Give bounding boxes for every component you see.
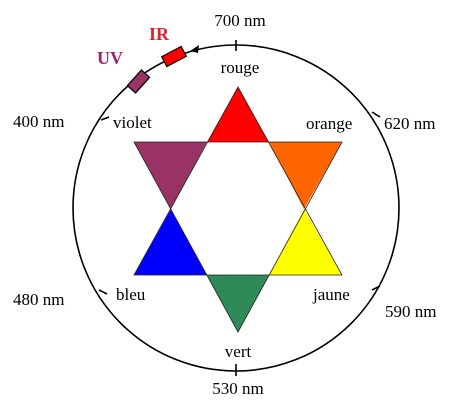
color-label-rouge: rouge bbox=[221, 58, 260, 77]
direction-arrow-icon bbox=[190, 45, 199, 53]
tick-590nm bbox=[371, 285, 381, 291]
wavelength-620nm: 620 nm bbox=[384, 114, 435, 133]
star-outline-up bbox=[133, 86, 343, 276]
infrared-label: IR bbox=[149, 24, 170, 44]
tick-480nm bbox=[98, 289, 108, 295]
color-label-jaune: jaune bbox=[312, 285, 350, 304]
infrared-band bbox=[160, 45, 188, 68]
ultraviolet-label: UV bbox=[97, 48, 123, 68]
wavelength-530nm: 530 nm bbox=[212, 379, 263, 398]
tick-400nm bbox=[100, 116, 110, 121]
color-label-bleu: bleu bbox=[116, 285, 146, 304]
green-triangle bbox=[207, 275, 269, 332]
color-label-vert: vert bbox=[225, 342, 252, 361]
wavelength-400nm: 400 nm bbox=[13, 112, 64, 131]
color-label-orange: orange bbox=[306, 114, 352, 133]
circle-ticks bbox=[98, 40, 381, 376]
star-outline-down bbox=[133, 141, 343, 333]
blue-triangle bbox=[134, 209, 207, 275]
yellow-triangle bbox=[269, 209, 342, 275]
wavelength-480nm: 480 nm bbox=[13, 290, 64, 309]
red-triangle bbox=[207, 87, 269, 142]
wavelength-590nm: 590 nm bbox=[385, 302, 436, 321]
wavelength-700nm: 700 nm bbox=[214, 11, 265, 30]
violet-triangle bbox=[134, 142, 207, 209]
ultraviolet-band bbox=[126, 69, 151, 94]
tick-620nm bbox=[371, 111, 381, 118]
color-label-violet: violet bbox=[113, 113, 152, 132]
orange-triangle bbox=[269, 142, 342, 209]
